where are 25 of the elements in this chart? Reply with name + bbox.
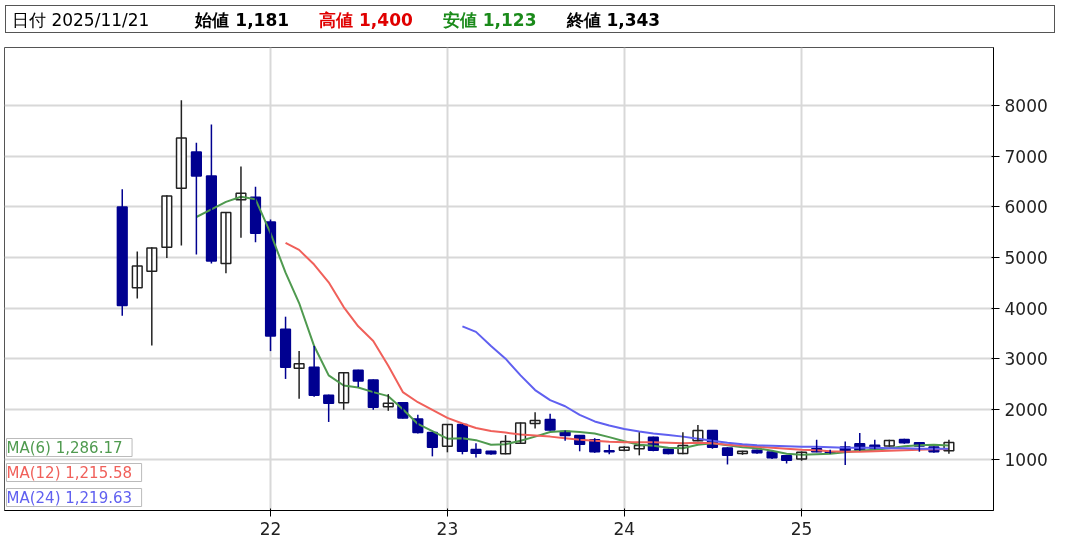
- text: 高値 1,400: [319, 10, 413, 30]
- y-tick-label: 8000: [1004, 96, 1048, 117]
- text: 安値 1,123: [442, 10, 537, 30]
- text: MA(12) 1,215.58: [6, 463, 133, 482]
- text: MA(24) 1,219.63: [6, 488, 133, 507]
- candlestick: [175, 99, 187, 247]
- y-tick-label: 6000: [1004, 197, 1048, 218]
- x-tick-label: 22: [259, 518, 282, 535]
- candlestick: [190, 141, 202, 256]
- y-tick-label: 7000: [1004, 146, 1048, 167]
- candlestick: [131, 250, 143, 300]
- text: 始値 1,181: [195, 10, 290, 30]
- chart-title: 日付 2025/11/21: [12, 10, 150, 30]
- y-tick-label: 2000: [1004, 399, 1048, 420]
- x-tick-label: 24: [613, 518, 636, 535]
- x-tick-label: 25: [790, 518, 813, 535]
- y-tick-label: 4000: [1004, 298, 1048, 319]
- y-tick-label: 1000: [1004, 450, 1048, 471]
- y-tick-label: 3000: [1004, 349, 1048, 370]
- text: 終値 1,343: [566, 10, 661, 30]
- candlestick: [323, 393, 335, 423]
- y-tick-label: 5000: [1004, 247, 1048, 268]
- x-tick-label: 23: [436, 518, 459, 535]
- candlestick: [603, 443, 615, 456]
- text: MA(6) 1,286.17: [6, 438, 123, 457]
